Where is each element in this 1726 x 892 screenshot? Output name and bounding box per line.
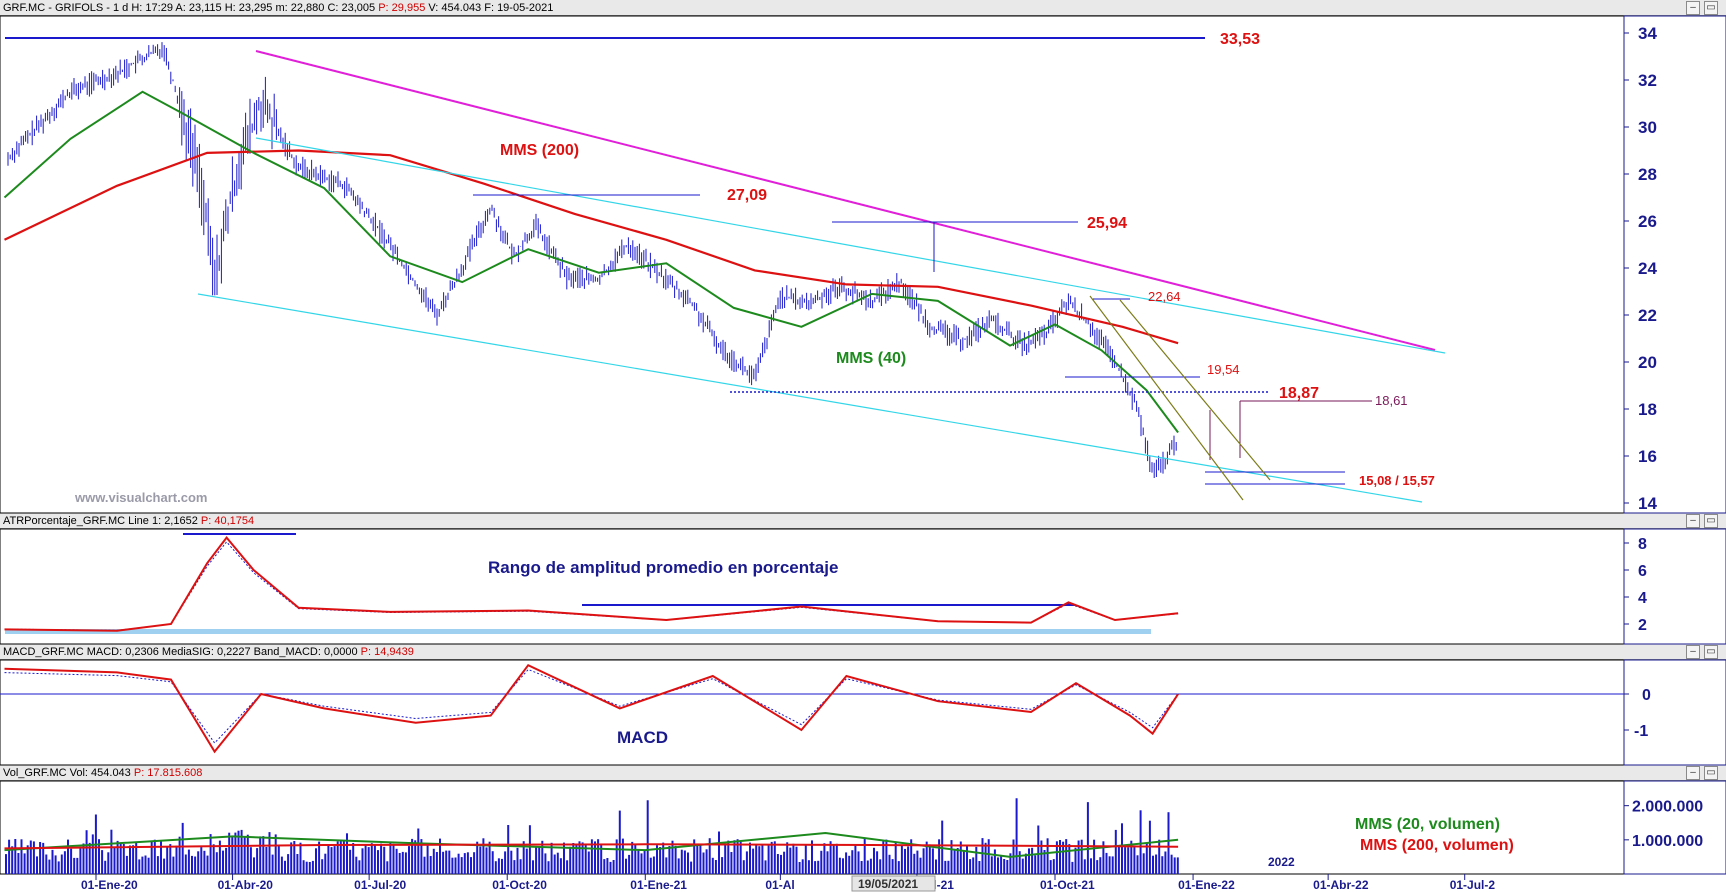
x-tick-label: 01-Jul-20 [354,878,406,892]
maximize-icon[interactable]: ▭ [1704,1,1718,15]
price-tick-label: 24 [1638,259,1657,278]
label-1861: 18,61 [1375,393,1408,408]
price-tick-label: 22 [1638,306,1657,325]
price-header-text: GRF.MC - GRIFOLS - 1 d H: 17:29 A: 23,11… [3,2,376,14]
macd-header-text: MACD_GRF.MC MACD: 0,2306 MediaSIG: 0,222… [3,646,358,658]
x-tick-label: 01-Abr-22 [1313,878,1369,892]
price-header-p: P: 29,955 [378,2,426,14]
axis-frame-3 [1623,780,1726,875]
x-tick-label: 01-Al [765,878,794,892]
price-tick-label: 34 [1638,24,1657,43]
cursor-date-label: 19/05/2021 [858,877,918,891]
label-2264: 22,64 [1148,289,1181,304]
olive-channel-upper [1119,299,1271,481]
vol-maximize-icon[interactable]: ▭ [1704,766,1718,780]
price-header-tail: V: 454.043 F: 19-05-2021 [428,2,554,14]
mms200-line [4,149,1179,345]
trendline-magenta [255,50,1436,351]
x-tick-label: 01-Ene-20 [81,878,138,892]
vol-tick-label: 2.000.000 [1632,799,1703,816]
macd-line [4,663,1179,754]
vol-tick-label: 1.000.000 [1632,833,1703,850]
label-range: 15,08 / 15,57 [1359,473,1435,488]
atr-header-p: P: 40,1754 [200,515,255,527]
macd-tick-label: 0 [1642,687,1651,704]
price-tick-label: 32 [1638,71,1657,90]
label-2594: 25,94 [1087,215,1127,232]
price-tick-label: 14 [1638,494,1657,513]
price-tick-label: 16 [1638,447,1657,466]
macd-maximize-icon[interactable]: ▭ [1704,645,1718,659]
watermark-text: www.visualchart.com [74,490,207,505]
atr-zone-bar [5,629,1151,634]
vol-mms20-line [4,831,1179,858]
price-tick-label: 28 [1638,165,1657,184]
vol-minimize-icon[interactable]: – [1686,766,1700,780]
atr-tick-label: 6 [1638,563,1647,580]
price-tick-label: 18 [1638,400,1657,419]
atr-tick-label: 4 [1638,590,1647,607]
panel-frame-0 [0,15,1625,514]
atr-title: Rango de amplitud promedio en porcentaje [488,558,838,577]
macd-signal-line [4,668,1179,744]
panel-frame-2 [0,659,1625,766]
x-tick-label: 01-Oct-21 [1040,878,1095,892]
atr-header-text: ATRPorcentaje_GRF.MC Line 1: 2,1652 [3,515,198,527]
mms40-line [3,90,1179,434]
cursor-date-box [851,875,936,892]
axis-frame-1 [1623,528,1726,645]
x-tick-label: 01-Abr-20 [218,878,274,892]
macd-minimize-icon[interactable]: – [1686,645,1700,659]
vol-header-p: P: 17.815.608 [133,767,203,779]
label-mms40: MMS (40) [836,350,906,367]
olive-channel-lower [1089,295,1244,501]
x-tick-label: 01-Ene-22 [1178,878,1235,892]
x-tick-label: 01-Oct-20 [492,878,547,892]
atr-maximize-icon[interactable]: ▭ [1704,514,1718,528]
macd-title: MACD [617,728,668,747]
atr-tick-label: 8 [1638,536,1647,553]
macd-tick-label: -1 [1634,723,1648,740]
panel-frame-1 [0,528,1625,645]
year-tag-box [1266,855,1302,870]
price-tick-label: 20 [1638,353,1657,372]
vol-header-text: Vol_GRF.MC Vol: 454.043 [3,767,131,779]
label-vol-mms20: MMS (20, volumen) [1355,816,1500,833]
price-tick-label: 26 [1638,212,1657,231]
channel-upper [255,137,1446,354]
label-mms200: MMS (200) [500,142,579,159]
price-tick-label: 30 [1638,118,1657,137]
x-tick-label: 01-Ene-21 [630,878,687,892]
label-1954: 19,54 [1207,362,1240,377]
x-tick-label: 01-Jul-2 [1450,878,1496,892]
label-2709: 27,09 [727,187,767,204]
vol-mms200-line [4,843,1179,850]
atr-minimize-icon[interactable]: – [1686,514,1700,528]
minimize-icon[interactable]: – [1686,1,1700,15]
label-3353: 33,53 [1220,31,1260,48]
price-panel-header: GRF.MC - GRIFOLS - 1 d H: 17:29 A: 23,11… [0,0,1726,16]
label-vol-mms200: MMS (200, volumen) [1360,837,1514,854]
year-tag-label: 2022 [1268,855,1295,869]
macd-header-p: P: 14,9439 [360,646,414,658]
atr-tick-label: 2 [1638,617,1647,634]
price-bars [7,42,1177,478]
axis-frame-0 [1623,15,1726,514]
label-1887: 18,87 [1279,385,1319,402]
axis-frame-2 [1623,659,1726,766]
atr-line [4,535,1179,632]
